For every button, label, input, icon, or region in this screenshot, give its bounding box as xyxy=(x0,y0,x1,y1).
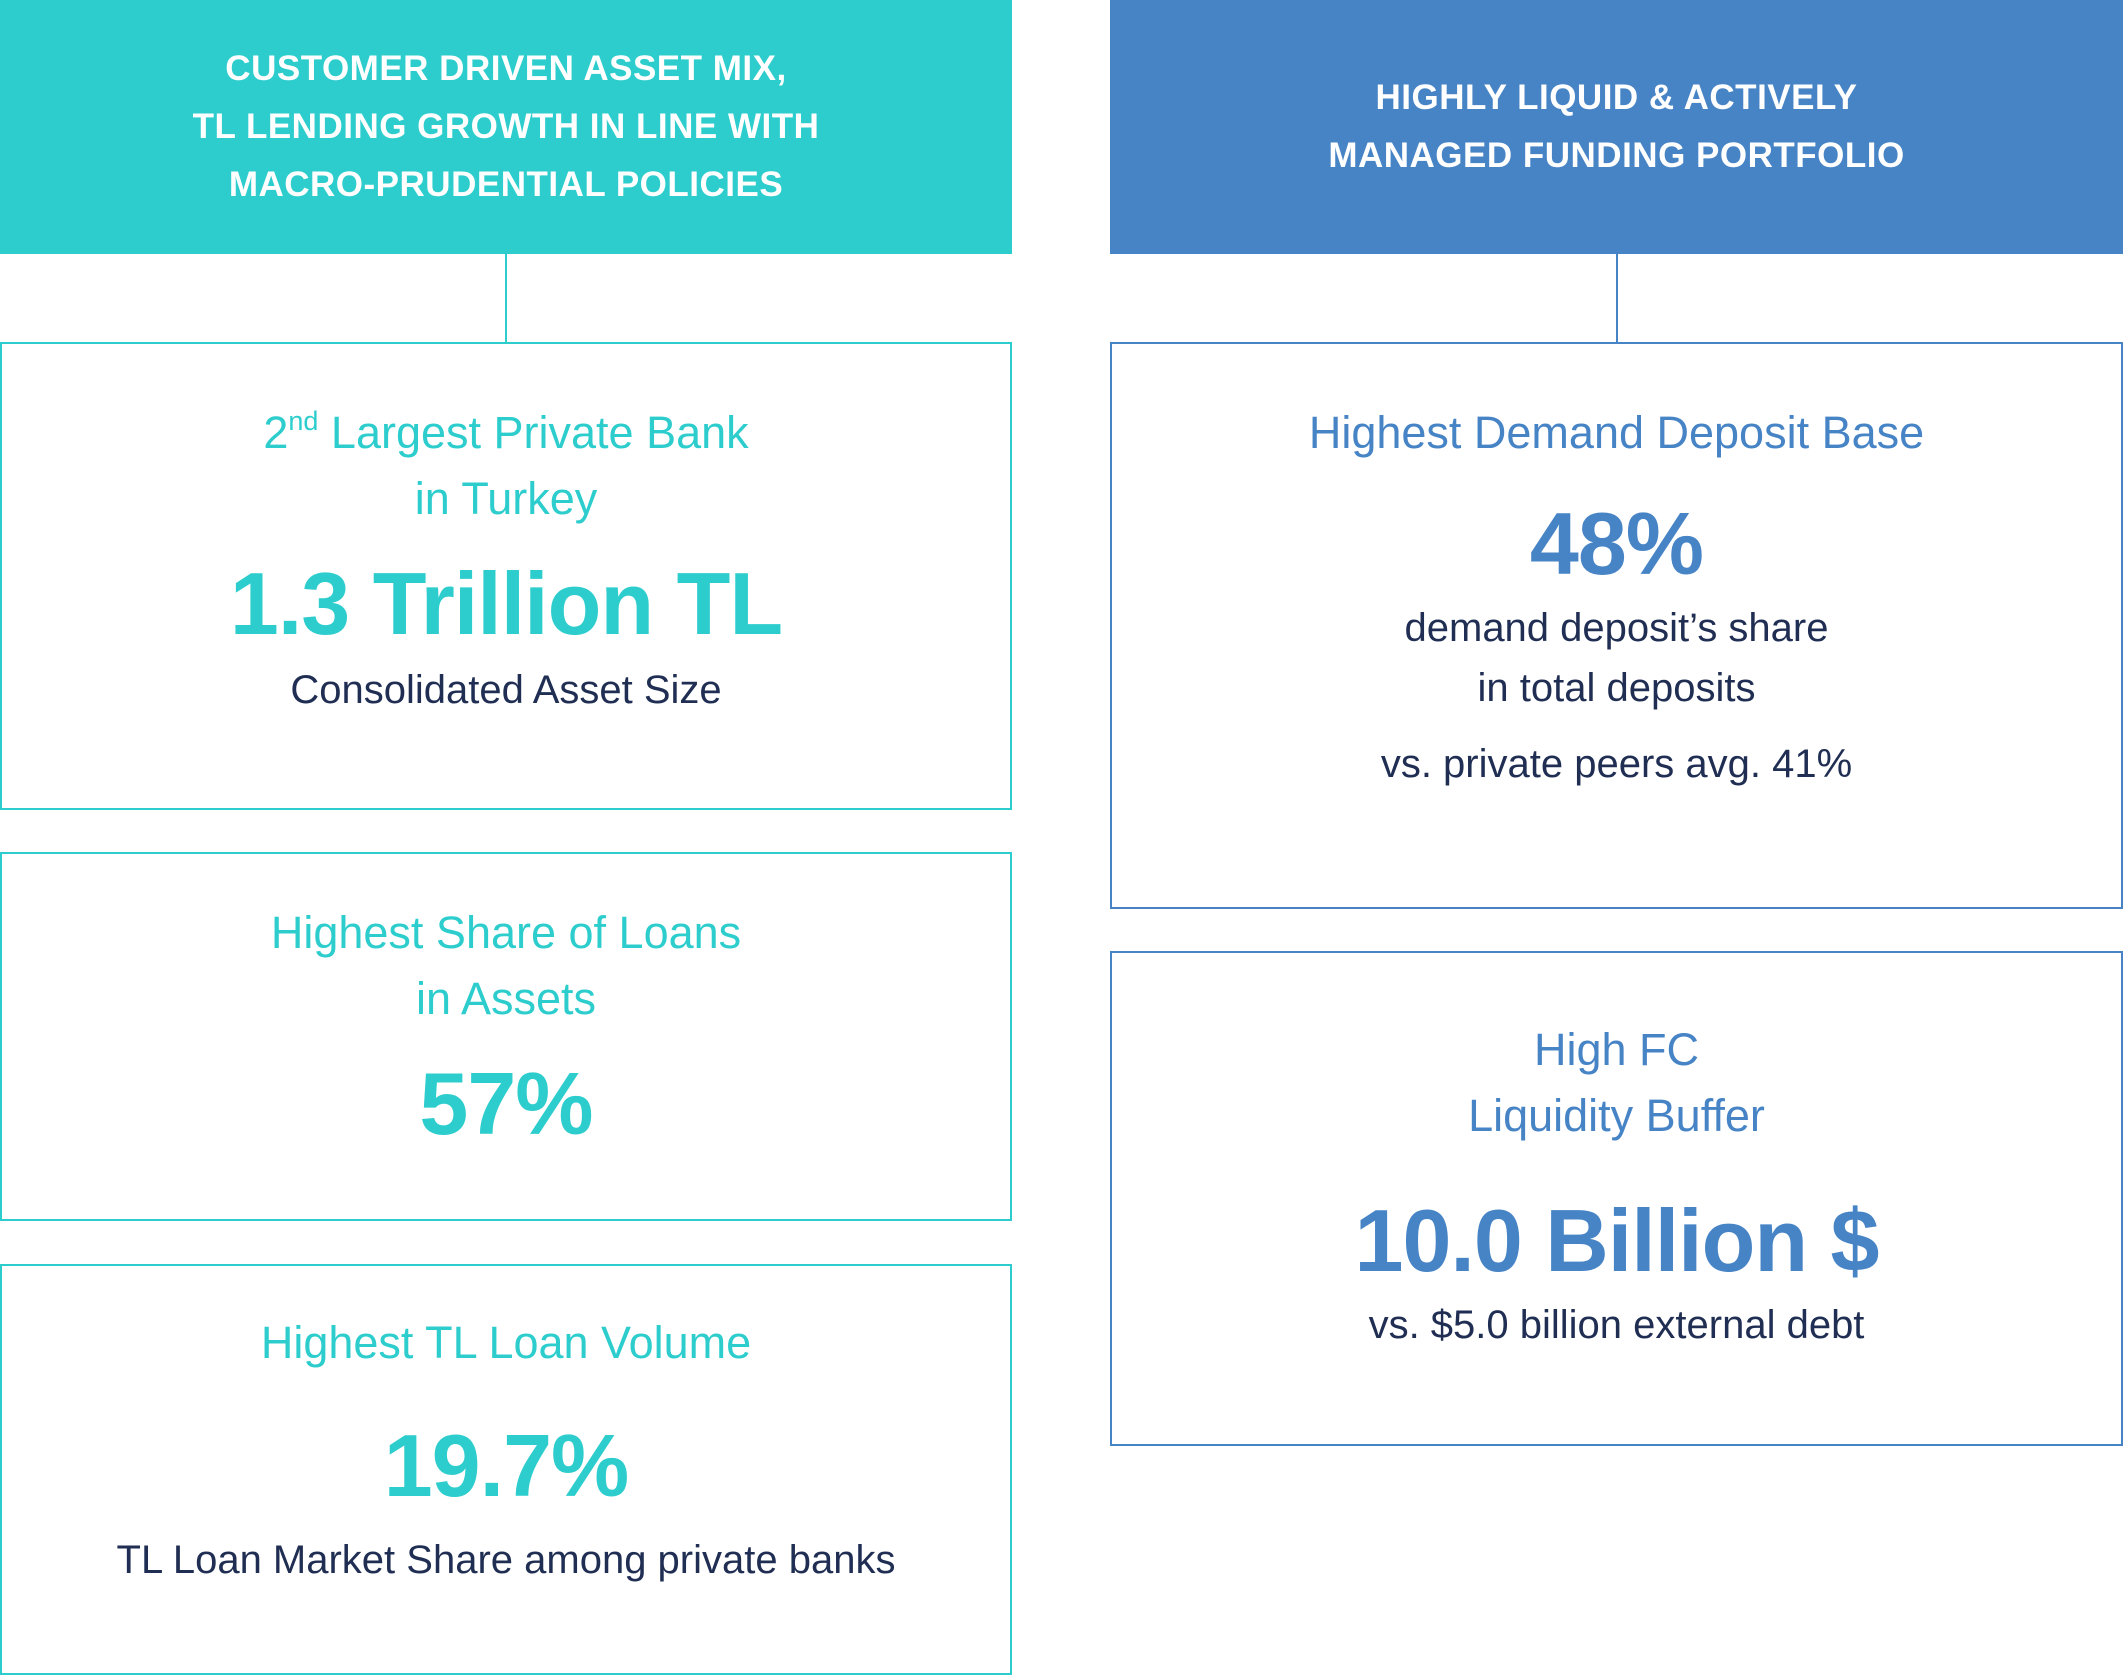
box-value: 57% xyxy=(419,1054,593,1153)
header-line: CUSTOMER DRIVEN ASSET MIX, xyxy=(225,49,787,88)
header-line: TL LENDING GROWTH IN LINE WITH xyxy=(192,107,820,146)
box-description: TL Loan Market Share among private banks xyxy=(116,1538,896,1582)
box-title: Highest TL Loan Volume xyxy=(261,1310,751,1376)
title-prefix: 2 xyxy=(263,407,289,458)
box-title: High FC Liquidity Buffer xyxy=(1468,1017,1765,1149)
title-text: in Assets xyxy=(415,973,597,1024)
header-connector-line xyxy=(1616,254,1618,342)
title-text: Largest Private Bank xyxy=(318,407,749,458)
box-value: 48% xyxy=(1529,494,1704,593)
box-value: 19.7% xyxy=(383,1416,630,1515)
loan-share-box: Highest Share of Loans in Assets 57% xyxy=(0,852,1012,1221)
header-line: MANAGED FUNDING PORTFOLIO xyxy=(1328,136,1905,175)
asset-mix-header: CUSTOMER DRIVEN ASSET MIX, TL LENDING GR… xyxy=(0,0,1012,254)
header-connector-line xyxy=(505,254,507,342)
title-text: Highest Demand Deposit Base xyxy=(1308,407,1925,458)
title-text: in Turkey xyxy=(414,473,598,524)
box-title: Highest Demand Deposit Base xyxy=(1309,400,1924,466)
box-description: Consolidated Asset Size xyxy=(290,668,722,712)
asset-size-box: 2nd Largest Private Bank in Turkey 1.3 T… xyxy=(0,342,1012,810)
header-line: MACRO-PRUDENTIAL POLICIES xyxy=(228,165,784,204)
demand-deposit-box: Highest Demand Deposit Base 48% demand d… xyxy=(1110,342,2123,909)
peer-comparison-text: vs. private peers avg. 41% xyxy=(1380,742,1853,786)
title-superscript: nd xyxy=(288,406,319,436)
header-line: HIGHLY LIQUID & ACTIVELY xyxy=(1375,78,1858,117)
description-line: in total deposits xyxy=(1477,666,1756,710)
box-description: vs. $5.0 billion external debt xyxy=(1368,1303,1865,1347)
title-text: Highest Share of Loans xyxy=(270,907,742,958)
box-value: 1.3 Trillion TL xyxy=(229,554,783,653)
fc-liquidity-box: High FC Liquidity Buffer 10.0 Billion $ … xyxy=(1110,951,2123,1446)
funding-portfolio-header: HIGHLY LIQUID & ACTIVELY MANAGED FUNDING… xyxy=(1110,0,2123,254)
box-description: demand deposit’s share in total deposits… xyxy=(1381,598,1852,794)
asset-column: CUSTOMER DRIVEN ASSET MIX, TL LENDING GR… xyxy=(0,0,1012,1675)
box-value: 10.0 Billion $ xyxy=(1354,1191,1880,1290)
box-title: Highest Share of Loans in Assets xyxy=(271,900,741,1032)
tl-loan-volume-box: Highest TL Loan Volume 19.7% TL Loan Mar… xyxy=(0,1264,1012,1675)
funding-column: HIGHLY LIQUID & ACTIVELY MANAGED FUNDING… xyxy=(1110,0,2123,1446)
description-line: demand deposit’s share xyxy=(1404,606,1829,650)
title-text: Highest TL Loan Volume xyxy=(260,1317,752,1368)
box-title: 2nd Largest Private Bank in Turkey xyxy=(263,400,748,532)
title-text: Liquidity Buffer xyxy=(1468,1090,1765,1141)
title-text: High FC xyxy=(1533,1024,1700,1075)
